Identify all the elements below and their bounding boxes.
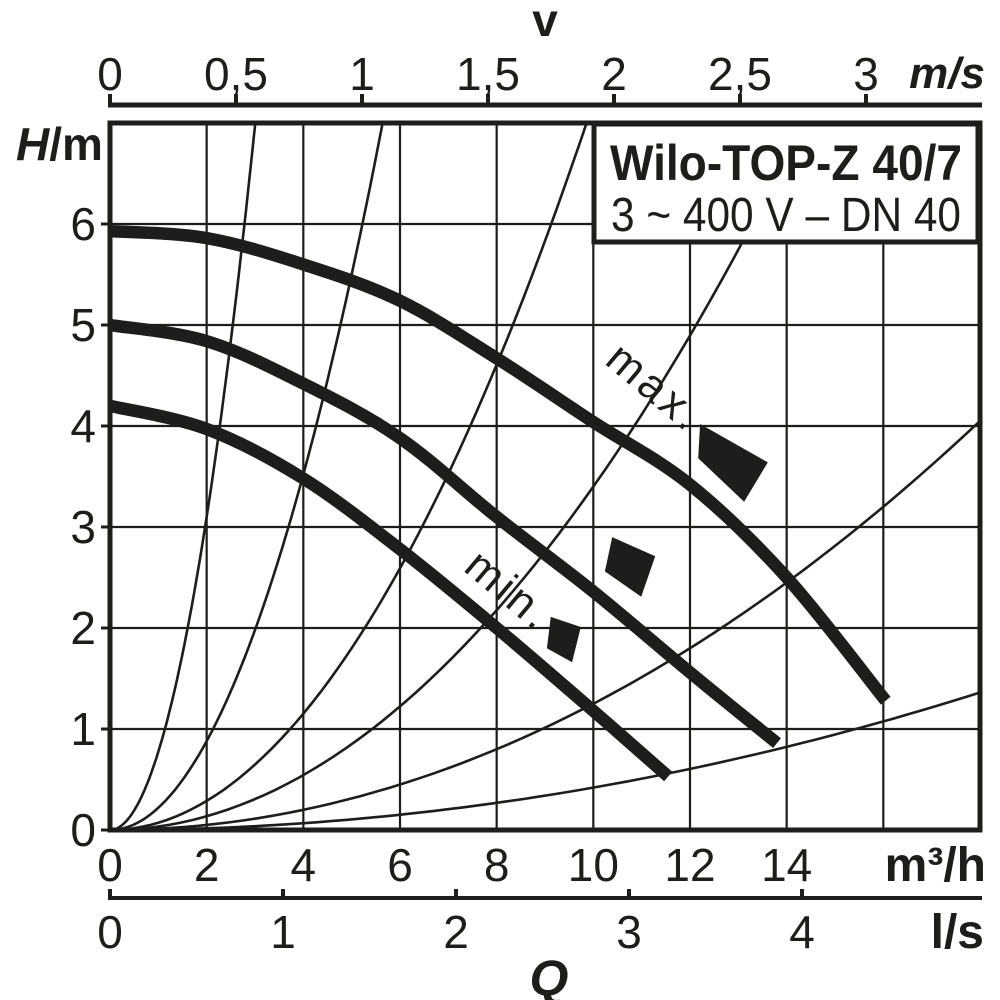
tick-label-h-3: 3 bbox=[70, 501, 96, 553]
axis-unit-velocity: m/s bbox=[909, 49, 985, 98]
tick-label-h-5: 5 bbox=[70, 299, 96, 351]
axis-unit-m3h: m³/h bbox=[885, 839, 986, 892]
tick-label-v-2: 2 bbox=[601, 48, 627, 100]
system-curve-parabola bbox=[110, 123, 805, 830]
axis-bottom-ls: 0 1 2 3 4 l/s Q bbox=[97, 889, 984, 1000]
tick-label-v-1,5: 1,5 bbox=[456, 48, 520, 100]
tick-label-h-4: 4 bbox=[70, 400, 96, 452]
system-curve-parabola bbox=[110, 419, 980, 830]
pump-curve-max bbox=[110, 224, 891, 705]
plot-frame bbox=[107, 120, 983, 833]
tick-label-ls-3: 3 bbox=[616, 906, 642, 958]
axis-title-flow: Q bbox=[530, 950, 569, 1000]
tick-label-h-6: 6 bbox=[70, 198, 96, 250]
title-box-frame bbox=[591, 121, 981, 245]
tick-label-q-2: 2 bbox=[194, 839, 220, 891]
tick-label-q-14: 14 bbox=[761, 839, 812, 891]
tick-label-q-10: 10 bbox=[568, 839, 619, 891]
mid-setting-marker bbox=[604, 537, 656, 597]
title-box: Wilo-TOP-Z 40/73 ~ 400 V – DN 40 bbox=[591, 121, 981, 245]
axis-title-velocity: v bbox=[532, 0, 558, 46]
tick-label-q-12: 12 bbox=[664, 839, 715, 891]
title-box-model: Wilo-TOP-Z 40/7 bbox=[610, 135, 962, 191]
tick-label-h-2: 2 bbox=[70, 602, 96, 654]
tick-label-q-0: 0 bbox=[97, 839, 123, 891]
tick-label-v-0: 0 bbox=[97, 48, 123, 100]
axis-top-velocity: 0 0,5 1 1,5 2 2,5 3 v m/s bbox=[97, 0, 985, 108]
tick-label-h-1: 1 bbox=[70, 703, 96, 755]
min-setting-marker bbox=[546, 616, 581, 663]
tick-label-ls-0: 0 bbox=[97, 906, 123, 958]
title-box-voltage-dn: 3 ~ 400 V – DN 40 bbox=[611, 189, 961, 242]
tick-label-v-3: 3 bbox=[853, 48, 879, 100]
tick-label-ls-2: 2 bbox=[443, 906, 469, 958]
pump-curves bbox=[110, 224, 891, 782]
system-curves bbox=[110, 123, 980, 830]
axis-left-head: 6 5 4 3 2 1 0 H/m bbox=[16, 118, 110, 856]
tick-label-v-2,5: 2,5 bbox=[708, 48, 772, 100]
max-setting-marker bbox=[698, 424, 768, 502]
tick-label-ls-1: 1 bbox=[270, 906, 296, 958]
axis-unit-ls: l/s bbox=[931, 906, 984, 959]
system-curve-parabola bbox=[110, 123, 384, 830]
system-curve-parabola bbox=[110, 123, 257, 830]
pump-curve-min bbox=[110, 399, 673, 782]
tick-label-v-0,5: 0,5 bbox=[204, 48, 268, 100]
pump-curve-mid bbox=[110, 318, 781, 748]
axis-bottom-m3h: 0 2 4 6 8 10 12 14 m³/h bbox=[97, 839, 986, 892]
system-curve-parabola bbox=[110, 123, 588, 830]
system-curve-parabola bbox=[110, 691, 980, 830]
setting-markers bbox=[546, 424, 768, 663]
tick-label-ls-4: 4 bbox=[789, 906, 815, 958]
tick-label-q-6: 6 bbox=[387, 839, 413, 891]
tick-label-q-8: 8 bbox=[484, 839, 510, 891]
tick-label-h-0: 0 bbox=[70, 804, 96, 856]
axis-title-head: H/m bbox=[16, 118, 103, 170]
tick-label-v-1: 1 bbox=[349, 48, 375, 100]
tick-label-q-4: 4 bbox=[291, 839, 317, 891]
